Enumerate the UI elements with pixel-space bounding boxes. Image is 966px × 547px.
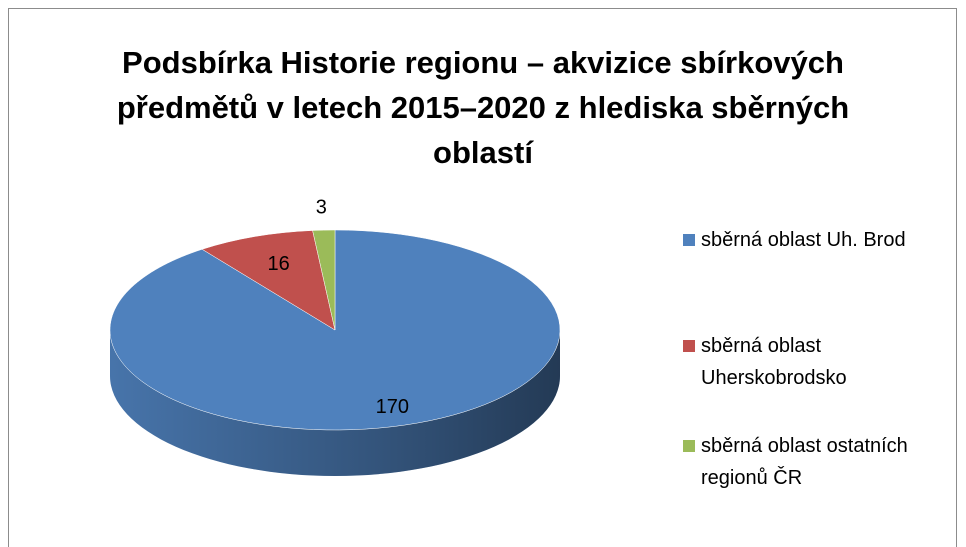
legend-label: sběrná oblast Uh. Brod <box>701 229 906 251</box>
legend-swatch <box>683 340 695 352</box>
data-label: 16 <box>268 253 290 275</box>
slice <box>312 229 336 331</box>
slice <box>201 230 336 331</box>
slice-side-shade <box>110 330 560 476</box>
legend-item: sběrná oblast Uherskobrodsko <box>683 330 953 394</box>
legend-label: sběrná oblast Uherskobrodsko <box>701 335 847 389</box>
data-label: 170 <box>376 396 409 418</box>
legend-swatch <box>683 440 695 452</box>
legend-label: sběrná oblast ostatních regionů ČR <box>701 435 908 489</box>
chart-title: Podsbírka Historie regionu – akvizice sb… <box>116 45 850 170</box>
data-label: 3 <box>316 196 327 218</box>
legend-item: sběrná oblast Uh. Brod <box>683 224 953 256</box>
legend-item: sběrná oblast ostatních regionů ČR <box>683 430 953 494</box>
legend-swatch <box>683 234 695 246</box>
